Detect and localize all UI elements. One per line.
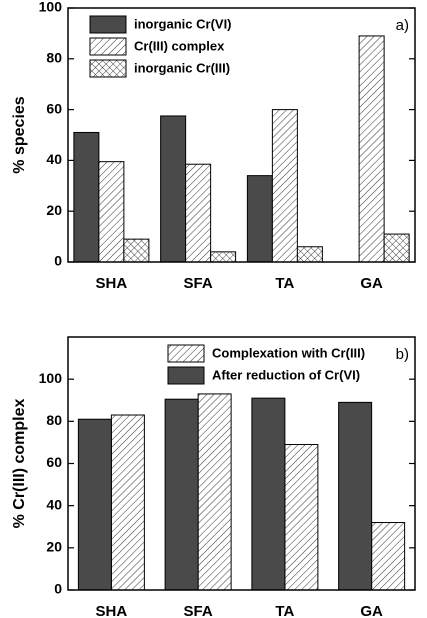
bar (98, 161, 125, 263)
y-tick-label: 20 (46, 539, 62, 555)
bar (271, 109, 298, 263)
bar (383, 233, 410, 263)
bar (284, 444, 319, 591)
legend-label: Cr(III) complex (134, 38, 225, 53)
bar (371, 522, 406, 591)
y-tick-label: 40 (46, 151, 62, 167)
x-tick-label: SHA (96, 275, 128, 292)
bar (185, 163, 212, 263)
legend-swatch (89, 59, 127, 78)
x-tick-label: SFA (184, 275, 213, 292)
x-tick-label: GA (360, 603, 383, 618)
bar (77, 418, 112, 591)
y-tick-label: 100 (39, 0, 63, 15)
bar (197, 393, 232, 591)
bar (160, 115, 187, 263)
legend-swatch (167, 344, 205, 363)
y-tick-label: 60 (46, 100, 62, 116)
bar (358, 35, 385, 263)
y-tick-label: 0 (54, 253, 62, 269)
bar (73, 131, 100, 263)
bar (296, 246, 323, 263)
y-axis-label: % species (11, 96, 28, 173)
y-tick-label: 80 (46, 50, 62, 66)
y-tick-label: 40 (46, 496, 62, 512)
panel-label: a) (396, 17, 409, 34)
plot-frame (67, 7, 416, 263)
bar (210, 251, 237, 263)
x-tick-label: SHA (96, 603, 128, 618)
bar (338, 401, 373, 591)
bar (251, 397, 286, 591)
legend-label: inorganic Cr(VI) (134, 16, 232, 31)
legend-label: After reduction of Cr(VI) (212, 367, 360, 382)
y-tick-label: 80 (46, 412, 62, 428)
legend-label: Complexation with Cr(III) (212, 345, 365, 360)
legend-swatch (167, 366, 205, 385)
bar (164, 398, 199, 591)
y-tick-label: 20 (46, 202, 62, 218)
bar (246, 175, 273, 263)
y-tick-label: 60 (46, 454, 62, 470)
x-tick-label: TA (275, 603, 294, 618)
legend-swatch (89, 37, 127, 56)
y-tick-label: 100 (39, 370, 63, 386)
legend-swatch (89, 15, 127, 34)
legend-label: inorganic Cr(III) (134, 60, 230, 75)
x-tick-label: TA (275, 275, 294, 292)
x-tick-label: GA (360, 275, 383, 292)
bar (123, 238, 150, 263)
bar (110, 414, 145, 591)
x-tick-label: SFA (184, 603, 213, 618)
panel-label: b) (396, 346, 409, 363)
y-tick-label: 0 (54, 581, 62, 597)
y-axis-label: % Cr(III) complex (11, 399, 28, 529)
